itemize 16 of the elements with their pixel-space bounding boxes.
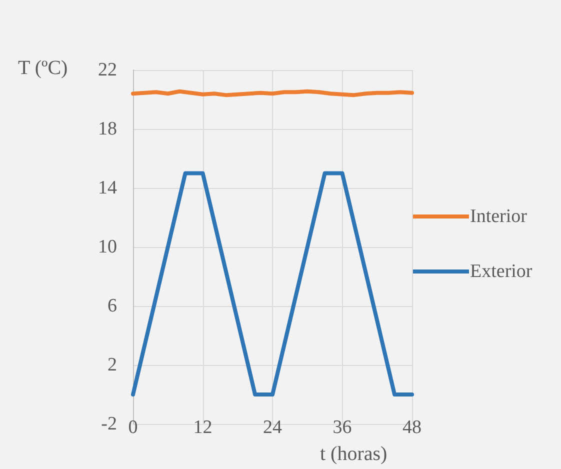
- y-tick-label: 22: [98, 60, 117, 80]
- y-tick-label: 6: [108, 296, 117, 316]
- legend-label: Exterior: [470, 261, 533, 282]
- legend-label: Interior: [470, 206, 528, 227]
- x-axis-title: t (horas): [320, 443, 388, 465]
- x-tick-label: 12: [193, 417, 212, 438]
- y-tick-label: 10: [98, 236, 117, 258]
- x-tick-label: 24: [263, 417, 282, 438]
- y-tick-label: 2: [108, 354, 117, 376]
- x-tick-label: 48: [402, 417, 422, 438]
- y-tick-label: -2: [101, 414, 117, 434]
- x-tick-label: 36: [332, 417, 352, 438]
- y-axis-title: T (ºC): [18, 57, 68, 79]
- y-tick-label: 14: [98, 178, 118, 198]
- x-tick-label: 0: [128, 417, 138, 438]
- y-tick-label: 18: [98, 118, 117, 140]
